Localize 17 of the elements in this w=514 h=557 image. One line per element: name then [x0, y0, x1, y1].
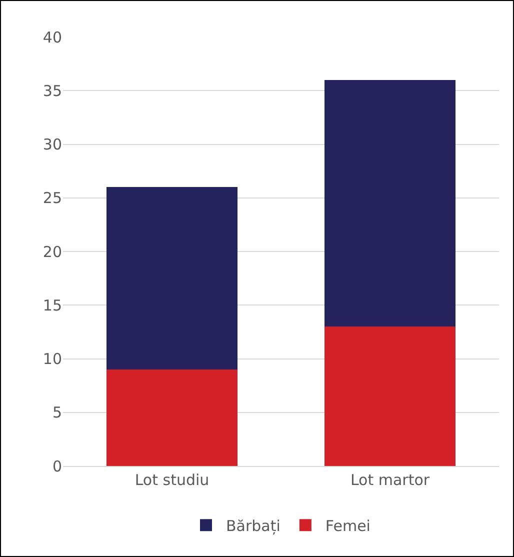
y-tick-label: 25 — [42, 189, 62, 208]
y-tick-label: 10 — [42, 350, 62, 368]
y-tick-label: 5 — [52, 404, 62, 422]
y-tick-label: 15 — [42, 296, 62, 314]
bar — [324, 80, 456, 327]
x-tick-label: Lot studiu — [134, 471, 210, 489]
y-tick-label: 35 — [42, 82, 62, 100]
bar — [324, 326, 456, 466]
y-tick-label: 40 — [42, 28, 62, 46]
legend-label: Femei — [325, 517, 370, 535]
y-tick-label: 20 — [42, 242, 62, 261]
y-tick-label: 0 — [52, 457, 62, 476]
y-tick-label: 30 — [42, 136, 62, 154]
bar — [106, 369, 238, 466]
legend-label: Bărbați — [226, 517, 280, 535]
x-tick-label: Lot martor — [350, 471, 430, 489]
bar — [106, 187, 238, 370]
